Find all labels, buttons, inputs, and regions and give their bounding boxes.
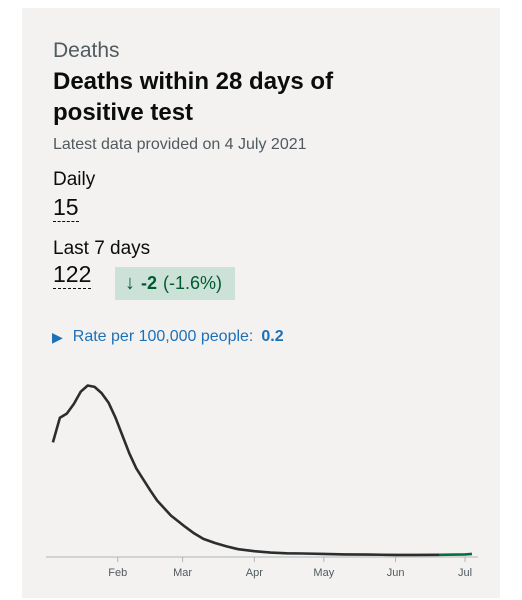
- deaths-chart: Feb Mar Apr May Jun Jul: [46, 384, 478, 579]
- deaths-card: Deaths Deaths within 28 days of positive…: [22, 8, 500, 598]
- caret-right-icon: ▶: [52, 328, 63, 345]
- last-7-days-label: Last 7 days: [53, 238, 151, 259]
- x-tick-label: Jun: [387, 567, 405, 579]
- x-tick-label: Mar: [173, 567, 192, 579]
- change-percent: (-1.6%): [163, 273, 223, 293]
- rate-toggle[interactable]: ▶ Rate per 100,000 people: 0.2: [52, 328, 284, 346]
- change-badge: ↓ -2 (-1.6%): [115, 267, 236, 300]
- card-title: Deaths within 28 days of positive test: [53, 68, 334, 126]
- x-tick-label: May: [313, 567, 334, 579]
- x-tick-label: Jul: [458, 567, 472, 579]
- deaths-series-line: [51, 384, 440, 557]
- latest-data-text: Latest data provided on 4 July 2021: [53, 136, 307, 153]
- daily-value[interactable]: 15: [53, 194, 79, 222]
- daily-label: Daily: [53, 169, 96, 190]
- rate-value: 0.2: [261, 328, 284, 345]
- last-7-days-value[interactable]: 122: [53, 261, 92, 289]
- arrow-down-icon: ↓: [125, 272, 135, 294]
- x-tick-label: Apr: [246, 567, 263, 579]
- rate-label: Rate per 100,000 people:: [72, 328, 254, 345]
- change-delta: -2: [141, 273, 158, 293]
- recent-series-line: [439, 552, 473, 557]
- section-label: Deaths: [53, 39, 120, 62]
- x-tick-label: Feb: [108, 567, 127, 579]
